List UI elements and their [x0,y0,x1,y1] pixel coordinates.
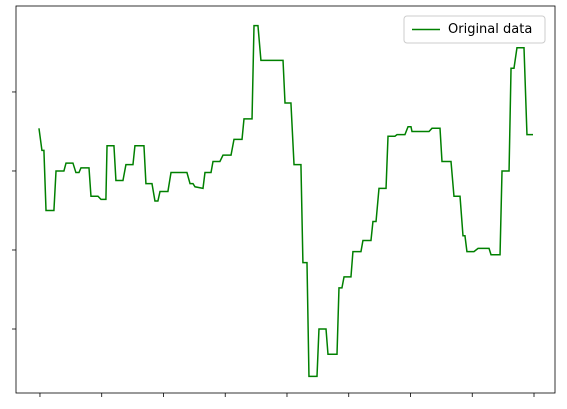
data-line [38,24,534,378]
plot-frame [15,5,556,394]
legend-label: Original data [448,22,532,37]
legend-box [403,15,546,44]
